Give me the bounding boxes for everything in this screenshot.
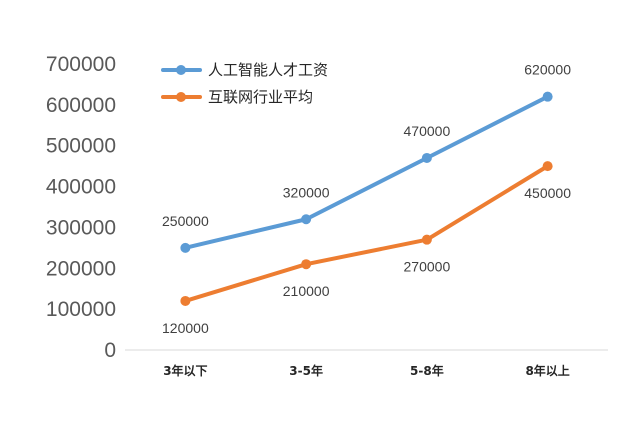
x-tick-label: 8年以上 bbox=[525, 363, 569, 378]
data-point bbox=[180, 242, 191, 253]
series-line bbox=[183, 94, 550, 250]
y-tick-label: 100000 bbox=[46, 298, 116, 321]
data-label: 320000 bbox=[283, 184, 330, 200]
series-line bbox=[183, 164, 550, 303]
data-point bbox=[301, 259, 312, 270]
y-tick-label: 400000 bbox=[46, 176, 116, 199]
x-tick-label: 3-5年 bbox=[289, 363, 323, 378]
legend-item-1: 人工智能人才工资 bbox=[161, 61, 328, 79]
y-tick-label: 600000 bbox=[46, 94, 116, 117]
legend-marker bbox=[176, 65, 186, 75]
legend-label: 互联网行业平均 bbox=[208, 88, 313, 106]
y-tick-label: 300000 bbox=[46, 216, 116, 239]
data-labels: 250000 320000 470000 620000 120000 210000 2700… bbox=[162, 62, 571, 336]
data-label: 270000 bbox=[404, 259, 451, 275]
data-point bbox=[421, 234, 432, 245]
data-point bbox=[421, 152, 432, 163]
legend-item-2: 互联网行业平均 bbox=[161, 88, 313, 106]
x-tick-label: 3年以下 bbox=[163, 363, 207, 378]
series-1 bbox=[180, 91, 553, 253]
data-label: 250000 bbox=[162, 213, 209, 229]
data-label: 210000 bbox=[283, 283, 330, 299]
y-axis-ticks: 0 100000 200000 300000 400000 500000 600000 700… bbox=[46, 53, 116, 362]
y-tick-label: 700000 bbox=[46, 53, 116, 76]
legend-marker bbox=[176, 92, 186, 102]
y-tick-label: 200000 bbox=[46, 257, 116, 280]
data-label: 120000 bbox=[162, 320, 209, 336]
data-label: 470000 bbox=[404, 123, 451, 139]
y-tick-label: 0 bbox=[104, 339, 116, 362]
data-point bbox=[180, 295, 191, 306]
legend-label: 人工智能人才工资 bbox=[208, 61, 328, 79]
data-label: 450000 bbox=[524, 185, 571, 201]
data-point bbox=[542, 91, 553, 102]
series-layer bbox=[180, 91, 553, 306]
data-point bbox=[301, 214, 312, 225]
data-point bbox=[542, 161, 553, 172]
x-axis-ticks: 3年以下 3-5年 5-8年 8年以上 bbox=[163, 363, 570, 378]
y-tick-label: 500000 bbox=[46, 135, 116, 158]
series-2 bbox=[180, 161, 553, 306]
x-tick-label: 5-8年 bbox=[410, 363, 444, 378]
data-label: 620000 bbox=[524, 62, 571, 78]
